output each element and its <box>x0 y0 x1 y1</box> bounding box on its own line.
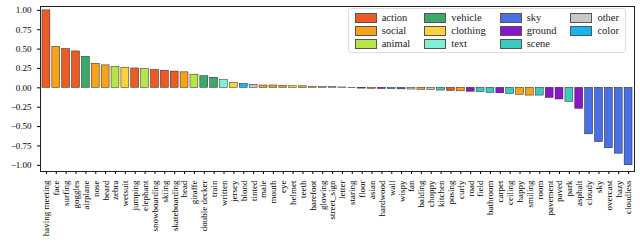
svg-text:happy: happy <box>515 180 525 202</box>
svg-text:curly: curly <box>456 180 466 199</box>
svg-text:bathroom: bathroom <box>485 181 495 216</box>
html-text:ground: ground <box>526 25 557 36</box>
svg-text:road: road <box>466 180 476 196</box>
svg-text:−0.25: −0.25 <box>11 102 32 112</box>
html-text:color: color <box>597 25 619 36</box>
svg-text:nose: nose <box>91 180 101 197</box>
svg-text:double decker: double decker <box>199 181 209 232</box>
svg-text:0.75: 0.75 <box>16 25 32 35</box>
svg-text:street_sign: street_sign <box>327 180 337 219</box>
html-text:vehicle: vehicle <box>451 12 482 23</box>
svg-text:zebra: zebra <box>110 180 120 199</box>
svg-text:written: written <box>219 180 229 206</box>
svg-text:goggles: goggles <box>71 180 81 208</box>
svg-text:1.00: 1.00 <box>16 5 32 15</box>
svg-text:barefoot: barefoot <box>308 180 318 210</box>
svg-text:beard: beard <box>101 180 111 200</box>
svg-text:glowing: glowing <box>318 180 328 210</box>
svg-text:teeth: teeth <box>298 180 308 198</box>
svg-text:wispy: wispy <box>397 180 407 202</box>
svg-text:floor: floor <box>357 181 367 199</box>
svg-text:fan: fan <box>406 180 416 192</box>
html-text:animal: animal <box>381 38 411 49</box>
svg-text:pavement: pavement <box>545 180 555 215</box>
svg-text:overcast: overcast <box>604 180 614 210</box>
svg-text:asian: asian <box>367 180 377 199</box>
html-text:clothing: clothing <box>451 25 486 36</box>
svg-text:0.25: 0.25 <box>16 63 32 73</box>
svg-text:carpet: carpet <box>495 180 505 202</box>
svg-text:train: train <box>209 180 219 197</box>
svg-text:jumping: jumping <box>130 180 140 212</box>
svg-text:wall: wall <box>387 180 397 196</box>
svg-text:−0.50: −0.50 <box>11 121 32 131</box>
svg-text:airplane: airplane <box>81 180 91 209</box>
svg-text:mouth: mouth <box>268 180 278 204</box>
html-text:action: action <box>381 12 408 23</box>
svg-text:letter: letter <box>337 181 347 200</box>
svg-text:hardwood: hardwood <box>377 180 387 216</box>
html-text:scene: scene <box>526 38 550 49</box>
svg-text:wetsuit: wetsuit <box>120 180 130 206</box>
svg-text:ceiling: ceiling <box>505 180 515 205</box>
svg-text:field: field <box>475 180 485 197</box>
svg-text:balding: balding <box>416 180 426 207</box>
svg-text:eye: eye <box>278 181 288 194</box>
svg-text:helmet: helmet <box>288 180 298 205</box>
svg-text:skateboarding: skateboarding <box>170 180 180 231</box>
svg-text:skiing: skiing <box>160 180 170 203</box>
svg-text:0.00: 0.00 <box>16 83 32 93</box>
svg-text:staring: staring <box>347 180 357 205</box>
svg-text:smiling: smiling <box>525 180 535 208</box>
html-text:other: other <box>597 12 619 23</box>
svg-text:cloudy: cloudy <box>584 180 594 205</box>
html-text:social: social <box>381 25 407 36</box>
svg-text:choppy: choppy <box>426 180 436 207</box>
svg-text:head: head <box>179 180 189 197</box>
svg-text:park: park <box>564 180 574 196</box>
svg-text:having meeting: having meeting <box>41 180 51 236</box>
svg-text:jersey: jersey <box>229 180 239 203</box>
svg-text:face: face <box>51 180 61 195</box>
svg-text:−0.75: −0.75 <box>11 141 32 151</box>
svg-text:asphalt: asphalt <box>574 180 584 206</box>
svg-text:sky: sky <box>594 180 604 193</box>
svg-text:cloudless: cloudless <box>623 180 633 214</box>
svg-text:room: room <box>535 181 545 200</box>
svg-text:surfing: surfing <box>61 180 71 206</box>
svg-text:posing: posing <box>446 180 456 205</box>
svg-text:paved: paved <box>554 180 564 202</box>
svg-text:blond: blond <box>239 180 249 201</box>
html-text:sky: sky <box>526 12 542 23</box>
svg-text:male: male <box>258 181 268 199</box>
svg-text:kitchen: kitchen <box>436 180 446 207</box>
svg-text:0.50: 0.50 <box>16 44 32 54</box>
svg-text:elephant: elephant <box>140 180 150 211</box>
svg-text:tinted: tinted <box>249 180 259 201</box>
svg-text:snowboarding: snowboarding <box>150 180 160 231</box>
html-text:text: text <box>451 38 467 49</box>
svg-text:hazy: hazy <box>614 180 624 197</box>
svg-text:−1.00: −1.00 <box>11 160 32 170</box>
svg-text:giraffe: giraffe <box>189 181 199 205</box>
